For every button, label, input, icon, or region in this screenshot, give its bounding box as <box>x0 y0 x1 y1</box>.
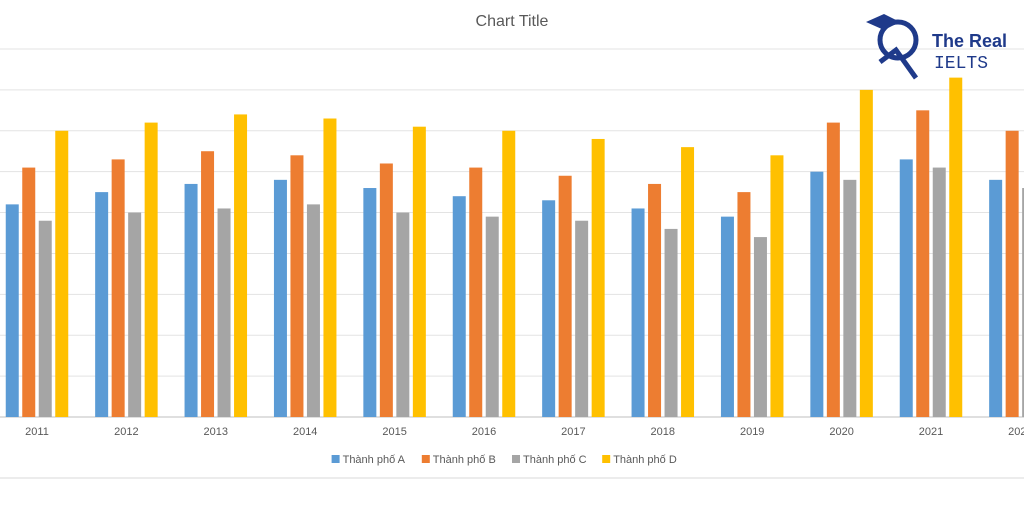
bar <box>379 163 393 417</box>
legend-swatch <box>512 455 520 463</box>
bar <box>485 216 499 417</box>
bar <box>899 159 913 417</box>
bar <box>932 167 946 417</box>
bar <box>810 171 824 417</box>
bar <box>412 126 426 417</box>
bar <box>681 147 695 417</box>
legend-label: Thành phố C <box>523 454 587 466</box>
bar <box>989 179 1003 417</box>
bar <box>843 179 857 417</box>
bar <box>648 183 662 417</box>
bar <box>452 196 466 417</box>
bar <box>737 192 751 417</box>
bar <box>184 183 198 417</box>
logo-text: IELTS <box>934 54 988 74</box>
logo-cap <box>866 14 900 30</box>
bar <box>575 220 589 417</box>
bar <box>111 159 125 417</box>
bar <box>128 212 142 417</box>
bar <box>720 216 734 417</box>
chart-title: Chart Title <box>476 13 549 30</box>
x-tick-label: 2019 <box>740 426 764 438</box>
bar <box>1022 188 1024 417</box>
logo-figure <box>878 46 919 80</box>
bar <box>916 110 930 417</box>
legend-swatch <box>331 455 340 463</box>
bar <box>5 204 19 417</box>
bar <box>234 114 248 417</box>
bar <box>826 122 840 417</box>
bar <box>770 155 784 418</box>
x-tick-label: 2022 <box>1008 426 1024 438</box>
bar <box>469 167 483 417</box>
x-tick-label: 2020 <box>829 426 853 438</box>
bar <box>558 175 572 417</box>
bar <box>949 77 963 417</box>
x-tick-label: 2013 <box>204 426 228 438</box>
bar <box>1005 130 1019 417</box>
bar <box>38 220 52 417</box>
bar <box>144 122 158 417</box>
bar <box>95 192 109 417</box>
x-tick-label: 2014 <box>293 426 317 438</box>
bar <box>22 167 36 417</box>
bar <box>201 151 215 417</box>
bar <box>273 179 287 417</box>
bar <box>306 204 320 417</box>
bar <box>631 208 645 417</box>
x-tick-label: 2012 <box>114 426 138 438</box>
x-tick-label: 2016 <box>472 426 496 438</box>
bar <box>542 200 556 417</box>
x-tick-label: 2021 <box>919 426 943 438</box>
logo-text: The Real <box>932 31 1007 51</box>
bar <box>55 130 69 417</box>
logo: The Real IELTS <box>866 14 1007 80</box>
legend-label: Thành phố B <box>433 454 496 466</box>
bar <box>323 118 337 417</box>
bar <box>290 155 304 418</box>
bar <box>502 130 516 417</box>
legend-label: Thành phố A <box>343 454 406 466</box>
bar <box>363 188 377 417</box>
x-tick-label: 2011 <box>25 426 49 438</box>
legend-swatch <box>602 455 611 463</box>
bar <box>753 237 767 417</box>
bar <box>396 212 410 417</box>
x-tick-label: 2015 <box>382 426 406 438</box>
legend-label: Thành phố D <box>613 454 677 466</box>
legend-swatch <box>421 455 430 463</box>
x-tick-label: 2018 <box>651 426 675 438</box>
bar <box>859 89 873 417</box>
bar <box>664 228 678 417</box>
bar <box>591 138 605 417</box>
x-tick-label: 2017 <box>561 426 585 438</box>
bar <box>217 208 231 417</box>
